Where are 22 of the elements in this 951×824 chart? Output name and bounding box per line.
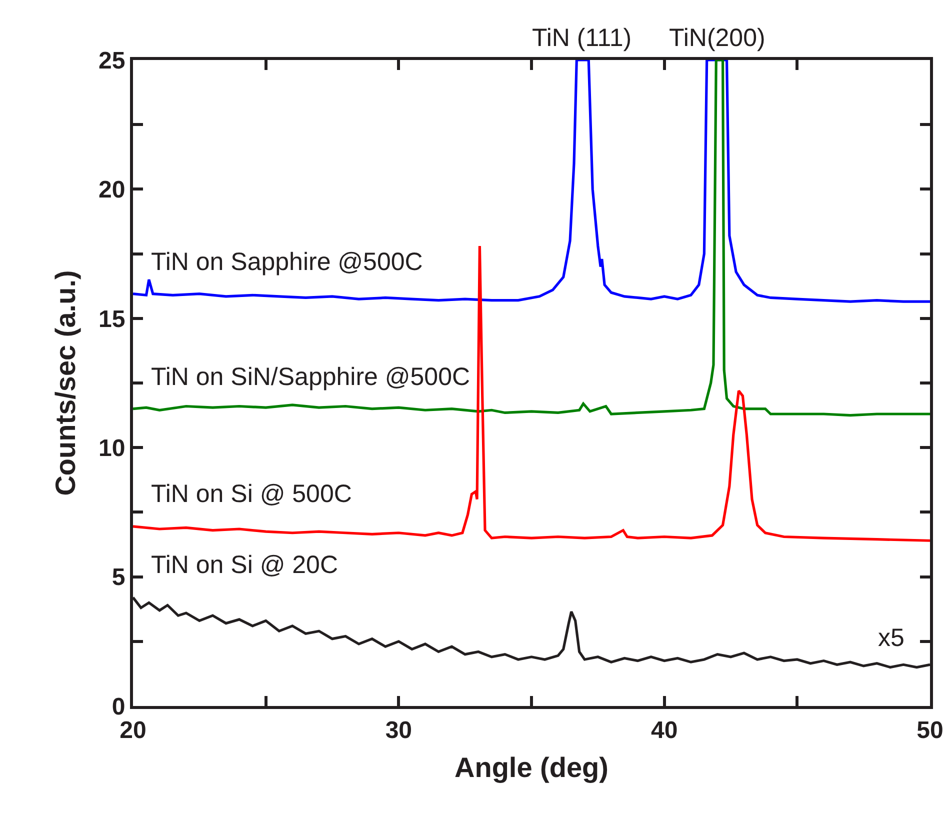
annotation: TiN(200): [669, 24, 766, 52]
x-axis-title: Angle (deg): [454, 752, 608, 783]
annotation: x5: [878, 624, 904, 652]
y-tick-label: 0: [112, 693, 126, 720]
line-series: [133, 244, 930, 542]
series-label: TiN on Sapphire @500C: [151, 248, 423, 276]
line-series: [133, 60, 930, 417]
series-label: TiN on SiN/Sapphire @500C: [151, 363, 470, 391]
x-tick-label: 40: [650, 716, 678, 744]
series-label: TiN on Si @ 500C: [151, 480, 352, 508]
y-tick-label: 10: [98, 435, 126, 462]
y-tick-label: 25: [98, 47, 126, 74]
x-tick-label: 30: [385, 716, 412, 744]
y-axis-title: Counts/sec (a.u.): [50, 270, 82, 496]
line-series: [133, 596, 930, 669]
series-label: TiN on Si @ 20C: [151, 551, 338, 579]
y-tick-label: 15: [98, 306, 126, 333]
x-tick-label: 50: [916, 716, 944, 744]
line-series: [133, 60, 930, 303]
y-tick-label: 20: [98, 176, 126, 204]
annotation: TiN (111): [532, 24, 632, 52]
y-tick-label: 5: [112, 564, 126, 592]
